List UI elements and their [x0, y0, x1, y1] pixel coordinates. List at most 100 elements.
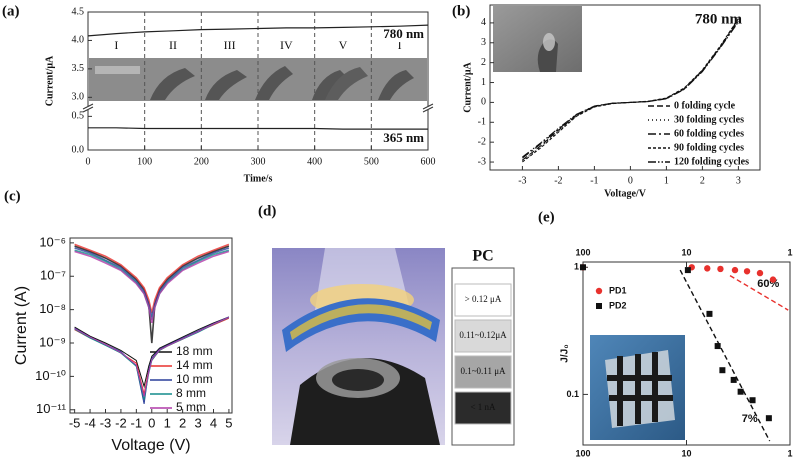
y-tick-label: -3 [478, 156, 486, 167]
x-tick-label: 0 [86, 156, 91, 167]
legend-marker [596, 303, 602, 309]
x-tick-label: -5 [69, 415, 81, 430]
point [749, 397, 756, 404]
series-label: 365 nm [383, 130, 424, 145]
legend-label: 0 folding cycle [674, 100, 736, 111]
region-label: I [114, 38, 118, 52]
legend-label: 10 mm [176, 372, 213, 386]
y-tick-label: 0 [481, 97, 486, 108]
point [714, 343, 721, 350]
x-tick-label: 0 [628, 175, 633, 186]
level-label: < 1 nA [470, 402, 496, 412]
y-tick-label: 3.5 [72, 63, 85, 74]
line [74, 316, 230, 389]
point [756, 269, 764, 277]
fit-line [729, 274, 789, 311]
chart-title: 780 nm [695, 11, 743, 27]
panel-label: (a) [2, 3, 20, 19]
level-label: 0.11~0.12μA [459, 330, 507, 340]
inset-photo [493, 6, 582, 72]
point [719, 367, 726, 374]
y-tick-label: 0.0 [72, 144, 85, 155]
line [88, 127, 428, 130]
y-axis-title: Current (A) [13, 286, 30, 365]
x-tick-label: -3 [518, 175, 526, 186]
x-tick-label: 400 [307, 156, 322, 167]
y-axis-title: J/J₀ [560, 344, 571, 362]
annotation: 7% [742, 413, 758, 425]
x-axis-title: Time/s [244, 173, 273, 184]
x-tick-label: 3 [736, 175, 741, 186]
point [704, 265, 711, 272]
region-label: IV [280, 38, 293, 52]
legend-label: 90 folding cycles [674, 142, 744, 153]
point [743, 268, 751, 275]
y-axis-title: Current/μA [462, 61, 473, 112]
point [737, 388, 744, 395]
legend-label: 18 mm [176, 344, 213, 358]
point [706, 310, 713, 317]
region-label: V [339, 38, 348, 52]
point [730, 376, 737, 383]
y-tick-label: -1 [478, 117, 486, 128]
y-axis-title: Current/μA [44, 55, 55, 106]
x-tick-label: 100 [137, 156, 152, 167]
legend-label: 60 folding cycles [674, 128, 744, 139]
plot-frame [69, 237, 233, 414]
y-tick-label: 4 [481, 17, 486, 28]
x-tick-label: 200 [194, 156, 209, 167]
legend-label: 5 mm [176, 400, 206, 414]
legend-label: PD2 [609, 300, 627, 310]
fit-line [679, 269, 771, 442]
x-tick-label-top: 10 [681, 247, 691, 257]
panel-label: (b) [452, 3, 470, 19]
y-tick-label: 10⁻¹¹ [36, 401, 67, 416]
point [769, 276, 777, 283]
point [765, 415, 772, 422]
x-tick-label: -3 [100, 415, 112, 430]
label-background [386, 132, 426, 147]
x-tick-label: 4 [210, 415, 217, 430]
line [522, 21, 739, 158]
legend-label: 14 mm [176, 358, 213, 372]
x-tick-label-top: 1 [787, 247, 792, 257]
panel-label: (e) [538, 209, 555, 225]
x-tick-label: 100 [575, 448, 590, 458]
y-tick-label: 2 [481, 57, 486, 68]
plot-frame [489, 4, 761, 171]
legend-title: PC [472, 248, 493, 265]
photo-strip [89, 58, 427, 101]
panel-label: (c) [4, 188, 21, 204]
x-tick-label: -2 [554, 175, 562, 186]
x-tick-label: 1 [664, 175, 669, 186]
y-tick-label: -2 [478, 136, 486, 147]
y-tick-label: 0.1 [566, 389, 579, 399]
x-tick-label: -1 [590, 175, 598, 186]
y-tick-label: 3.0 [72, 92, 85, 103]
x-tick-label: 300 [251, 156, 266, 167]
x-tick-label: 3 [194, 415, 201, 430]
point [580, 264, 586, 271]
line [74, 243, 230, 314]
x-tick-label: 600 [421, 156, 436, 167]
legend-marker [595, 287, 603, 295]
x-tick-label: -1 [131, 415, 143, 430]
x-tick-label: 0 [148, 415, 155, 430]
level-swatch [454, 391, 512, 425]
line [74, 245, 230, 344]
x-tick-label: -4 [84, 415, 96, 430]
axis-break [82, 103, 434, 113]
x-axis-title: Voltage (V) [111, 437, 190, 454]
region-label: I [398, 38, 402, 52]
legend-label: PD1 [609, 285, 627, 295]
line [74, 316, 230, 397]
y-tick-label: 1 [574, 262, 579, 272]
legend-label: 120 folding cycles [674, 156, 749, 167]
y-tick-label: 4.5 [72, 6, 85, 17]
inset-photo [590, 335, 685, 440]
panel-label: (d) [258, 203, 276, 219]
line [87, 24, 429, 37]
level-label: > 0.12 μA [465, 294, 502, 304]
legend-label: 8 mm [176, 386, 206, 400]
